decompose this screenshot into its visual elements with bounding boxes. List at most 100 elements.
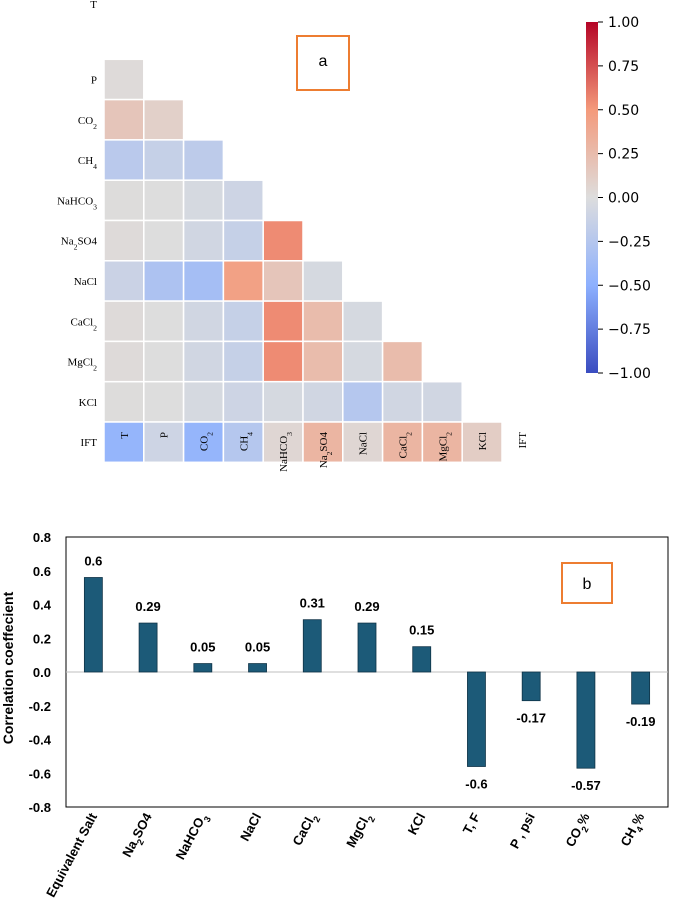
bar-data-label-10: -0.19 [626, 714, 656, 729]
bar-0 [83, 577, 103, 673]
heatmap-cell-7-0 [103, 300, 145, 343]
heatmap-cell-9-4 [262, 380, 304, 423]
heatmap-col-label-2: CO2 [199, 432, 215, 451]
heatmap-cell-3-1 [143, 139, 185, 181]
colorbar-tick-label-6: −0.50 [608, 278, 651, 294]
heatmap-row-label-2: CO2 [78, 115, 97, 131]
heatmap-cell-9-3 [222, 380, 264, 423]
heatmap-cell-7-5 [302, 300, 344, 343]
heatmap-cell-9-0 [103, 380, 145, 423]
bar-5 [357, 622, 377, 673]
bar-9 [576, 671, 596, 769]
heatmap-cell-7-2 [182, 300, 225, 343]
heatmap-row-label-10: IFT [81, 437, 98, 449]
heatmap-cell-8-2 [182, 340, 225, 383]
heatmap-cell-6-5 [302, 260, 344, 302]
y-tick-label-2: 0.4 [33, 598, 52, 613]
heatmap-row-label-1: P [91, 74, 97, 86]
bar-8 [521, 671, 541, 702]
heatmap-cell-9-2 [182, 380, 225, 423]
heatmap-cell-6-4 [262, 260, 304, 302]
colorbar-tick-label-3: 0.25 [608, 147, 639, 163]
x-tick-label-9: CO2% [562, 810, 596, 851]
colorbar-ticks: 1.00 0.75 0.50 0.25 0.00 −0.25 −0.50 −0.75 −1.00 [598, 15, 651, 382]
bar-6 [412, 646, 432, 673]
y-axis-label: Correlation coeffecient [0, 591, 16, 744]
y-tick-label-4: 0.0 [33, 665, 51, 680]
heatmap-cell-10-7 [381, 421, 424, 464]
x-tick-label-2: NaHCO3 [172, 810, 213, 864]
heatmap-row-label-0: T [90, 0, 97, 11]
heatmap-cell-5-0 [103, 219, 145, 262]
heatmap-cell-7-6 [342, 300, 384, 343]
panel-a-label: a [319, 53, 328, 70]
colorbar-tick-label-8: −1.00 [608, 366, 651, 382]
heatmap-cell-7-3 [222, 300, 264, 343]
colorbar: 1.00 0.75 0.50 0.25 0.00 −0.25 −0.50 −0.75 −1.00 [586, 15, 651, 382]
bar-3 [248, 663, 267, 673]
heatmap-cell-9-7 [381, 380, 424, 423]
colorbar-tick-label-1: 0.75 [608, 59, 639, 75]
heatmap-cell-6-3 [222, 260, 264, 302]
bar-1 [138, 622, 158, 673]
y-tick-label-3: 0.2 [33, 631, 51, 646]
heatmap-row-label-6: NaCl [74, 276, 97, 288]
colorbar-gradient [586, 22, 598, 373]
heatmap-cell-7-1 [143, 300, 185, 343]
y-tick-label-5: -0.2 [29, 699, 51, 714]
heatmap-cell-10-3 [222, 421, 264, 464]
heatmap-col-label-5: Na2SO4 [318, 432, 334, 469]
bar-chart-panel: 0.80.60.40.20.0-0.2-0.4-0.6-0.8 0.60.290… [0, 530, 669, 900]
heatmap-cell-5-1 [143, 219, 185, 262]
x-tick-label-0: Equivalent Salt [43, 810, 100, 900]
heatmap-row-labels: T P CO2 CH4 NaHCO3 Na2SO4 NaCl CaCl2 MgCl2 KCl IFT [57, 0, 97, 449]
y-tick-label-6: -0.4 [29, 733, 52, 748]
heatmap-cell-6-2 [182, 260, 225, 302]
panel-b-label-box [561, 562, 613, 604]
heatmap-cell-4-0 [103, 179, 145, 222]
x-tick-labels: Equivalent Salt Na2SO4 NaHCO3 NaCl CaCl2 MgCl… [43, 810, 651, 900]
y-ticks: 0.8 0.6 0.4 0.2 0.0 -0.2 -0.4 -0.6 -0.8 [29, 530, 52, 815]
heatmap-row-label-7: CaCl2 [71, 316, 98, 332]
y-tick-label-1: 0.6 [33, 564, 51, 579]
heatmap-col-label-0: T [119, 432, 131, 439]
bar-data-label-2: 0.05 [190, 640, 215, 655]
heatmap-panel: T P CO2 CH4 NaHCO3 Na2SO4 NaCl CaCl2 MgCl2 KCl IFT… [57, 0, 529, 472]
heatmap-col-label-4: NaHCO3 [278, 432, 294, 472]
heatmap-cell-8-4 [262, 340, 304, 383]
heatmap-cell-5-2 [182, 219, 225, 262]
panel-a-label-box [296, 35, 350, 91]
bar-data-labels: 0.6 0.29 0.05 0.05 0.31 0.29 0.15 -0.6 -0.17 -0.5… [84, 554, 655, 794]
x-tick-label-7: T, F [460, 810, 483, 836]
y-tick-label-0: 0.8 [33, 530, 51, 545]
heatmap-cell-6-0 [103, 260, 145, 302]
heatmap-cell-2-1 [143, 98, 185, 141]
bar-data-label-7: -0.6 [465, 777, 487, 792]
colorbar-tick-label-5: −0.25 [608, 234, 651, 250]
heatmap-col-label-9: KCl [477, 432, 489, 450]
heatmap-cell-9-6 [342, 380, 384, 423]
x-tick-label-8: P , psi [507, 810, 538, 851]
colorbar-tick-label-4: 0.00 [608, 191, 639, 207]
heatmap-cell-9-8 [421, 380, 463, 423]
heatmap-cell-9-5 [302, 380, 344, 423]
heatmap-col-label-8: MgCl2 [437, 432, 453, 462]
heatmap-cell-10-8 [421, 421, 463, 464]
bar-4 [302, 619, 322, 673]
heatmap-row-label-4: NaHCO3 [57, 195, 97, 211]
heatmap-cell-8-1 [143, 340, 185, 383]
heatmap-cell-10-6 [342, 421, 384, 464]
heatmap-cell-10-9 [461, 421, 503, 464]
bar-7 [467, 671, 486, 767]
heatmap-col-labels: T P CO2 CH4 NaHCO3 Na2SO4 NaCl CaCl2 MgCl2 KCl IFT [119, 432, 529, 472]
heatmap-row-label-9: KCl [79, 397, 97, 409]
y-tick-label-7: -0.6 [29, 766, 51, 781]
bar-data-label-6: 0.15 [409, 623, 434, 638]
x-tick-label-5: MgCl2 [343, 810, 377, 851]
heatmap-cells [103, 58, 503, 464]
y-tick-label-8: -0.8 [29, 800, 51, 815]
heatmap-cell-5-4 [262, 219, 304, 262]
heatmap-row-label-3: CH4 [78, 155, 97, 171]
bar-10 [631, 671, 651, 705]
